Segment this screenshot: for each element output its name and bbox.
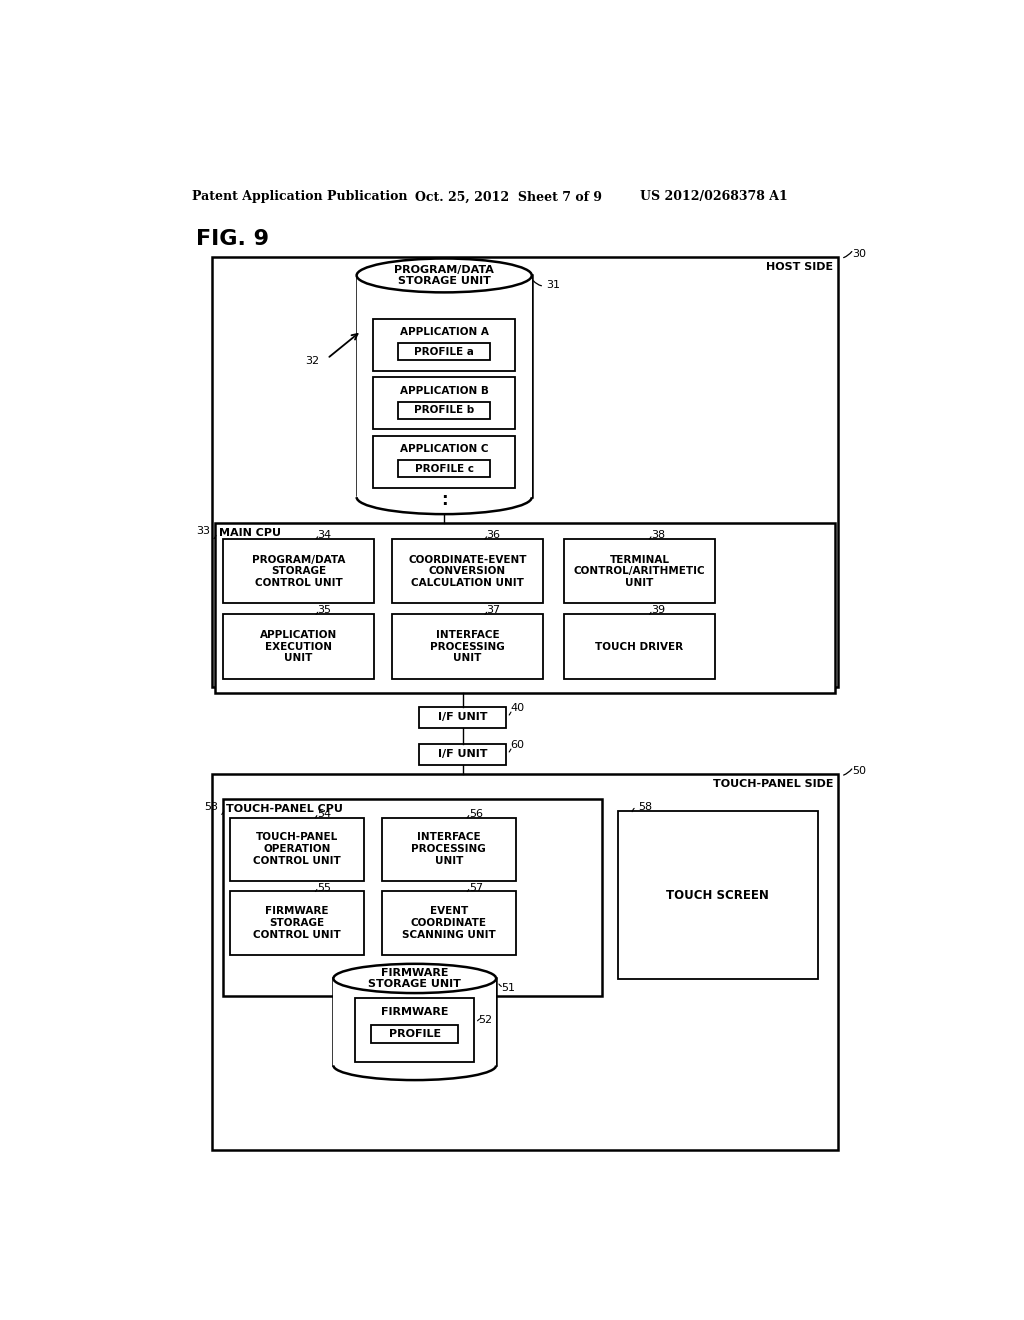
Bar	[372, 1024, 458, 1043]
Text: 51: 51	[501, 982, 515, 993]
Text: Oct. 25, 2012  Sheet 7 of 9: Oct. 25, 2012 Sheet 7 of 9	[415, 190, 602, 203]
Text: PROGRAM/DATA
STORAGE
CONTROL UNIT: PROGRAM/DATA STORAGE CONTROL UNIT	[252, 554, 345, 587]
Bar	[212, 775, 838, 1150]
Bar	[374, 318, 515, 371]
Bar	[222, 614, 375, 678]
Ellipse shape	[334, 1051, 496, 1080]
Bar	[398, 401, 489, 418]
Text: 37: 37	[486, 606, 501, 615]
Text: PROFILE b: PROFILE b	[414, 405, 474, 416]
Text: TOUCH SCREEN: TOUCH SCREEN	[667, 888, 769, 902]
Bar	[391, 539, 544, 603]
Text: 30: 30	[852, 249, 866, 259]
Text: TERMINAL
CONTROL/ARITHMETIC
UNIT: TERMINAL CONTROL/ARITHMETIC UNIT	[573, 554, 706, 587]
Text: TOUCH DRIVER: TOUCH DRIVER	[595, 642, 684, 652]
Text: TOUCH-PANEL
OPERATION
CONTROL UNIT: TOUCH-PANEL OPERATION CONTROL UNIT	[253, 833, 341, 866]
Bar	[398, 461, 489, 478]
Ellipse shape	[334, 964, 496, 993]
Text: PROFILE c: PROFILE c	[415, 463, 474, 474]
Text: 52: 52	[478, 1015, 493, 1026]
Text: 40: 40	[510, 704, 524, 713]
Text: 58: 58	[638, 801, 652, 812]
Text: HOST SIDE: HOST SIDE	[766, 261, 834, 272]
Text: Patent Application Publication: Patent Application Publication	[191, 190, 408, 203]
Text: APPLICATION B: APPLICATION B	[399, 385, 488, 396]
Text: 60: 60	[510, 741, 524, 750]
Text: 56: 56	[469, 809, 482, 818]
Text: APPLICATION C: APPLICATION C	[400, 445, 488, 454]
Text: 39: 39	[651, 606, 666, 615]
Text: APPLICATION
EXECUTION
UNIT: APPLICATION EXECUTION UNIT	[260, 630, 337, 663]
Text: INTERFACE
PROCESSING
UNIT: INTERFACE PROCESSING UNIT	[412, 833, 486, 866]
Bar	[398, 343, 489, 360]
Bar	[356, 276, 531, 498]
Text: 34: 34	[317, 529, 332, 540]
Bar	[230, 817, 364, 880]
Bar	[382, 817, 515, 880]
Bar	[374, 378, 515, 429]
Bar	[222, 539, 375, 603]
Text: EVENT
COORDINATE
SCANNING UNIT: EVENT COORDINATE SCANNING UNIT	[402, 907, 496, 940]
Text: TOUCH-PANEL CPU: TOUCH-PANEL CPU	[226, 804, 343, 813]
Text: INTERFACE
PROCESSING
UNIT: INTERFACE PROCESSING UNIT	[430, 630, 505, 663]
Text: I/F UNIT: I/F UNIT	[438, 750, 487, 759]
Bar	[222, 799, 602, 997]
Text: 55: 55	[316, 883, 331, 892]
Bar	[563, 614, 716, 678]
Bar	[374, 436, 515, 488]
Bar	[355, 998, 474, 1061]
Text: 54: 54	[316, 809, 331, 818]
Text: 57: 57	[469, 883, 483, 892]
Text: FIRMWARE: FIRMWARE	[381, 1007, 449, 1018]
Text: TOUCH-PANEL SIDE: TOUCH-PANEL SIDE	[713, 779, 834, 789]
Text: PROGRAM/DATA
STORAGE UNIT: PROGRAM/DATA STORAGE UNIT	[394, 264, 495, 286]
Text: MAIN CPU: MAIN CPU	[219, 528, 281, 539]
Text: FIRMWARE
STORAGE
CONTROL UNIT: FIRMWARE STORAGE CONTROL UNIT	[253, 907, 341, 940]
Text: 31: 31	[546, 280, 560, 289]
Bar	[215, 524, 835, 693]
Text: 33: 33	[197, 527, 210, 536]
Text: FIG. 9: FIG. 9	[197, 230, 269, 249]
Text: APPLICATION A: APPLICATION A	[399, 327, 488, 338]
Text: 35: 35	[317, 606, 332, 615]
Text: :: :	[441, 491, 447, 510]
Text: COORDINATE-EVENT
CONVERSION
CALCULATION UNIT: COORDINATE-EVENT CONVERSION CALCULATION …	[409, 554, 526, 587]
Bar	[334, 978, 496, 1065]
Bar	[230, 891, 364, 954]
Bar	[563, 539, 716, 603]
Text: PROFILE: PROFILE	[389, 1028, 440, 1039]
Text: 38: 38	[651, 529, 666, 540]
Text: 53: 53	[204, 803, 218, 812]
Text: 32: 32	[305, 356, 319, 366]
Text: FIRMWARE
STORAGE UNIT: FIRMWARE STORAGE UNIT	[369, 968, 461, 989]
Bar	[420, 706, 506, 729]
Text: PROFILE a: PROFILE a	[415, 347, 474, 356]
Text: 50: 50	[852, 767, 866, 776]
Bar	[212, 257, 838, 686]
Ellipse shape	[356, 480, 531, 515]
Ellipse shape	[356, 259, 531, 293]
Bar	[420, 743, 506, 766]
Bar	[391, 614, 544, 678]
Text: 36: 36	[486, 529, 501, 540]
Bar	[382, 891, 515, 954]
Text: I/F UNIT: I/F UNIT	[438, 713, 487, 722]
Text: US 2012/0268378 A1: US 2012/0268378 A1	[640, 190, 787, 203]
Bar	[617, 812, 818, 979]
